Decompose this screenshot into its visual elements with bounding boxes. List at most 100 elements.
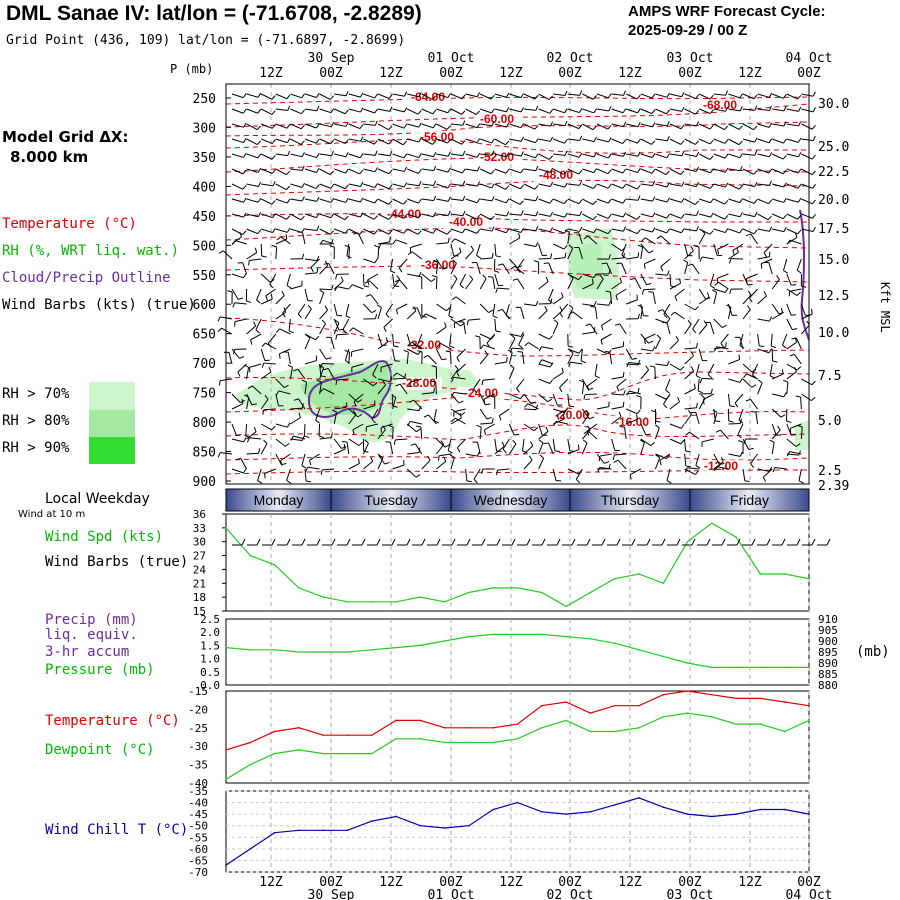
wind-barb (322, 468, 335, 471)
wind-barb-flag (269, 283, 274, 289)
wind-barb (626, 418, 638, 425)
wind-barb (684, 228, 697, 232)
wind-barb-flag (246, 437, 250, 443)
wind-barb-flag (319, 388, 324, 393)
temperature-contour-label: -56.00 (420, 130, 454, 144)
wind-barb (738, 408, 744, 421)
precip-tick-label: 2.5 (200, 613, 220, 626)
wind-barb (231, 403, 244, 410)
wind-barb (231, 138, 244, 144)
wind-barb (626, 168, 638, 173)
wind-barb (383, 318, 393, 328)
wind-barb-10m-flag (781, 538, 786, 546)
wind-barb-flag (626, 362, 630, 368)
temperature-line-point (638, 704, 640, 707)
wind-barb (578, 232, 583, 245)
wind-barb-flag (301, 253, 305, 259)
wind-barb-flag (593, 273, 597, 279)
temperature-contour (225, 103, 810, 128)
wind-barb-flag (418, 180, 422, 186)
wind-tick-label: 15 (193, 605, 206, 618)
wind-barb-flag (681, 150, 685, 156)
wind-barb (319, 363, 322, 376)
wind-barb (234, 318, 247, 323)
wind-barb-flag (644, 338, 646, 345)
wind-barb (555, 420, 568, 425)
wind-barb-flag (505, 92, 510, 98)
wind-barb (580, 348, 583, 361)
wind-barb-flag (601, 262, 607, 265)
wind-barb (246, 252, 257, 260)
wind-barb (275, 93, 288, 100)
wind-barb-flag (789, 353, 795, 357)
wind-barb (280, 236, 291, 245)
wind-barb-flag (357, 458, 360, 464)
wind-barb-flag (608, 106, 612, 112)
wind-barb (450, 408, 462, 416)
wind-barb (494, 123, 507, 128)
wind-barb (327, 368, 335, 380)
wind-barb-flag (812, 183, 816, 189)
windchill-line-point (249, 848, 252, 850)
wind-barb (538, 431, 549, 440)
wind-barb (363, 460, 373, 470)
wind-barb (465, 108, 477, 115)
wind-barb (669, 123, 682, 130)
wind-barb (644, 258, 656, 265)
wind-barb-flag (748, 447, 754, 451)
wind-barb-flag (622, 121, 627, 127)
wind-barb (261, 183, 274, 187)
wind-barb (509, 153, 522, 157)
panel-frame (225, 83, 810, 485)
wind-barb-flag (798, 450, 802, 456)
wind-barb (699, 168, 711, 174)
wind-barb (497, 287, 510, 290)
wind-barb-flag (710, 168, 714, 174)
wind-barb (410, 378, 422, 383)
wind-barb-flag (616, 262, 622, 265)
windchill-line-point (346, 829, 349, 832)
wind-barb (392, 153, 405, 159)
wind-barb-flag (371, 419, 376, 424)
wind-barb-flag (433, 151, 437, 157)
wind-barb (717, 243, 729, 250)
wind-barb (567, 198, 580, 205)
wind-barb-flag (569, 349, 574, 354)
time-tick-label-bottom: 12Z (738, 875, 762, 890)
wind-barb (319, 108, 332, 114)
wind-barb (319, 153, 332, 157)
wind-barb-flag (480, 468, 484, 474)
wind-barb (728, 422, 741, 425)
wind-barb-flag (709, 230, 714, 235)
wind-barb (428, 414, 437, 425)
wind-barb (625, 183, 638, 190)
wind-barb (757, 183, 770, 186)
wind-barb-10m-flag (271, 538, 276, 546)
wind-barb (260, 348, 266, 361)
wind-barb (348, 438, 360, 446)
wind-barb (322, 239, 335, 245)
wind-barb-flag (286, 422, 291, 428)
wind-barb (611, 345, 624, 350)
wind-barb-flag (601, 325, 604, 331)
pressure-line-point (735, 666, 737, 669)
wind-barb-flag (325, 357, 331, 360)
wind-barb (362, 442, 369, 455)
wind-barb-flag (798, 480, 804, 484)
temperature-line-point (273, 730, 276, 733)
wind-barb-flag (448, 315, 454, 319)
wind-barb (473, 468, 481, 480)
wind-barb-flag (622, 212, 627, 218)
wind-barb-flag (535, 165, 539, 171)
wind-barb (669, 401, 680, 410)
wind-barb-flag (403, 91, 408, 97)
wind-barb-flag (613, 459, 619, 463)
wind-barb-flag (656, 334, 662, 339)
wind-barb (553, 257, 566, 260)
wind-barb (280, 453, 291, 462)
wind-barb (468, 318, 481, 321)
wind-tick-label: 36 (193, 508, 206, 521)
wind-barb (231, 123, 244, 128)
wind-barb (453, 391, 466, 395)
wind-barb (695, 412, 700, 425)
